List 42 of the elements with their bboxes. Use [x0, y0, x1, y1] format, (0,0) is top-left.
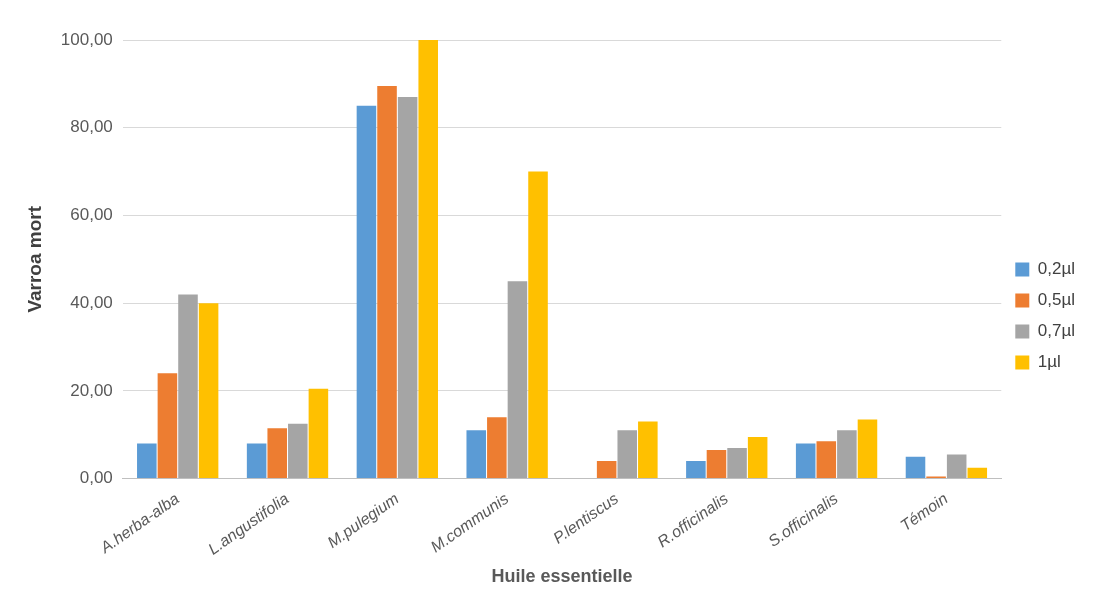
bar	[418, 40, 438, 479]
bar	[466, 430, 487, 479]
legend-label: 0,7µl	[1037, 321, 1076, 341]
bar	[267, 428, 287, 479]
bar	[528, 171, 548, 479]
bar	[157, 373, 178, 479]
bar	[198, 303, 219, 479]
y-tick-label: 100,00	[60, 29, 113, 49]
bar	[816, 441, 837, 479]
bar	[727, 447, 747, 479]
bar	[377, 86, 397, 479]
bar	[837, 430, 857, 479]
x-axis-title: Huile essentielle	[491, 566, 633, 587]
bar	[857, 419, 878, 479]
bar	[706, 450, 727, 479]
y-tick-label: 20,00	[70, 380, 113, 400]
bar	[905, 456, 926, 479]
y-tick-label: 60,00	[70, 205, 113, 225]
bar	[686, 461, 706, 479]
y-axis-title: Varroa mort	[23, 205, 45, 313]
y-tick-label: 40,00	[70, 292, 113, 312]
legend-label: 1µl	[1037, 352, 1061, 372]
bar	[178, 294, 198, 479]
bar	[308, 388, 329, 479]
bar	[638, 421, 658, 479]
bar	[967, 467, 988, 479]
bar	[946, 454, 967, 479]
bar	[288, 423, 308, 479]
bar	[397, 97, 418, 479]
bar	[487, 417, 507, 479]
bar	[596, 461, 617, 479]
bar	[795, 443, 816, 479]
y-tick-label: 0,00	[79, 468, 113, 488]
legend-label: 0,2µl	[1037, 259, 1076, 279]
bar	[356, 105, 377, 479]
bar	[137, 443, 157, 479]
bar	[246, 443, 267, 479]
y-tick-label: 80,00	[70, 117, 113, 137]
bar	[507, 281, 528, 479]
bar	[617, 430, 638, 479]
legend-label: 0,5µl	[1037, 290, 1076, 310]
bar	[747, 436, 768, 479]
